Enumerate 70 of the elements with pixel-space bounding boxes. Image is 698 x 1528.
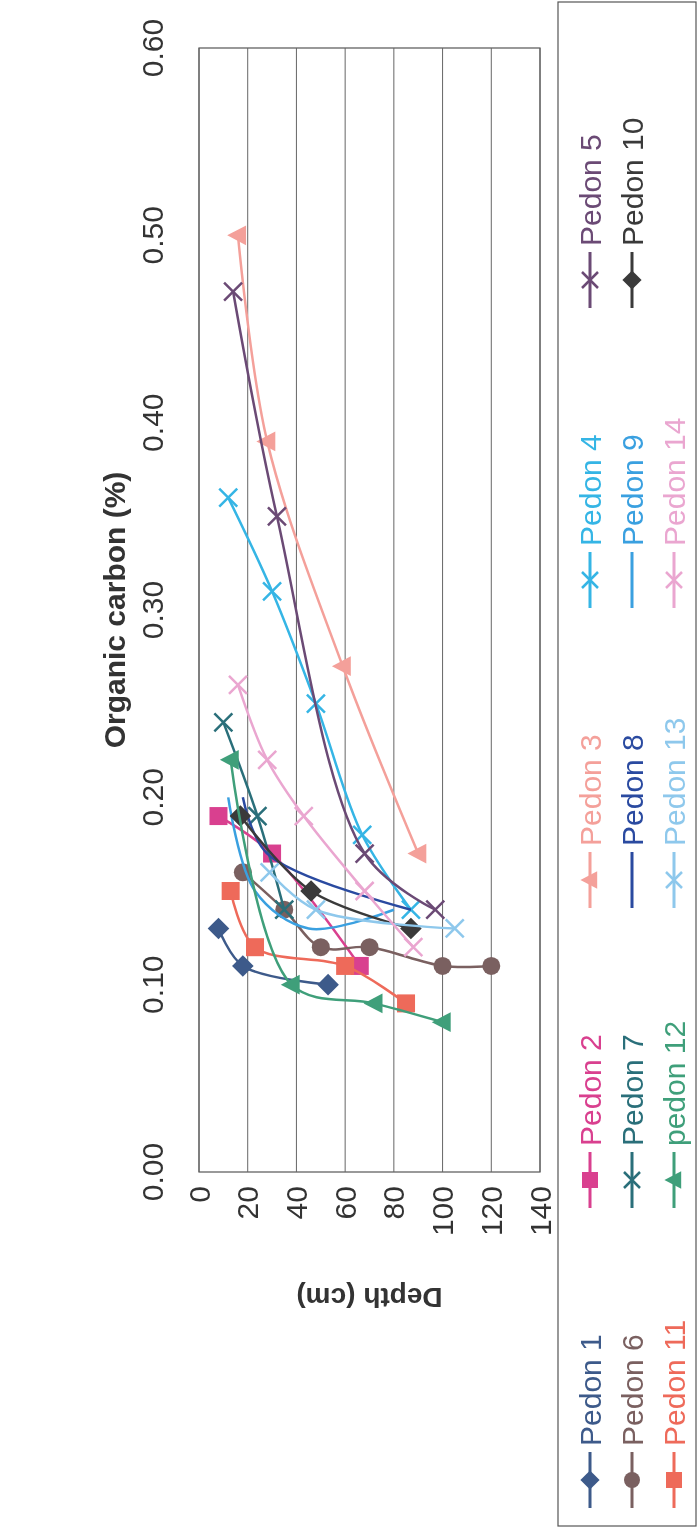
- y-tick-label: 0.10: [136, 955, 169, 1014]
- x-tick-label: 120: [474, 1186, 508, 1237]
- x-tick-label: 60: [328, 1186, 362, 1220]
- x-axis-title: Depth (cm): [296, 1282, 443, 1313]
- point: [311, 938, 330, 957]
- text: Pedon 9: [615, 434, 649, 546]
- text: Pedon 4: [573, 434, 607, 546]
- y-tick-label: 0.60: [136, 18, 169, 78]
- point: [222, 281, 244, 302]
- text: Pedon 1: [573, 1334, 607, 1446]
- x-tick-label: 20: [231, 1186, 265, 1220]
- point: [261, 581, 283, 602]
- point: [431, 1012, 451, 1033]
- point: [227, 674, 249, 696]
- point: [209, 807, 228, 826]
- text: Pedon 6: [615, 1334, 649, 1446]
- y-tick-label: 0.20: [136, 768, 169, 827]
- point: [221, 882, 240, 900]
- point: [331, 656, 351, 677]
- y-axis-title: Organic carbon (%): [98, 471, 131, 749]
- point: [256, 749, 278, 771]
- point: [293, 805, 314, 827]
- y-tick-label: 0.40: [136, 393, 169, 452]
- point: [227, 225, 247, 246]
- x-tick-label: 40: [279, 1186, 313, 1220]
- point: [433, 956, 452, 975]
- point: [280, 974, 300, 995]
- text: Pedon 13: [657, 717, 691, 846]
- text: Pedon 5: [573, 134, 607, 246]
- point: [300, 880, 322, 902]
- point: [354, 843, 375, 864]
- x-tick-label: 80: [377, 1186, 411, 1220]
- text: Pedon 2: [573, 1034, 607, 1146]
- y-tick-label: 0.30: [136, 580, 169, 640]
- point: [444, 918, 465, 939]
- point: [207, 917, 230, 940]
- point: [213, 712, 234, 733]
- point: [256, 431, 276, 452]
- text: Pedon 14: [657, 417, 691, 546]
- point: [246, 938, 265, 957]
- point: [407, 843, 427, 864]
- x-tick-label: 0: [182, 1186, 216, 1203]
- point: [305, 899, 327, 920]
- point: [403, 936, 424, 958]
- point: [351, 824, 373, 846]
- point: [360, 938, 379, 957]
- point: [232, 955, 254, 977]
- x-tick-label: 140: [523, 1186, 557, 1237]
- x-tick-label: 100: [426, 1186, 460, 1237]
- point: [336, 956, 355, 975]
- line-series: [226, 796, 396, 931]
- text: Pedon 8: [615, 734, 649, 846]
- text: Pedon 3: [573, 734, 607, 846]
- point: [354, 880, 375, 902]
- y-tick-label: 0.00: [136, 1142, 169, 1202]
- point: [317, 973, 339, 996]
- point: [266, 506, 288, 527]
- point: [482, 956, 501, 975]
- point: [397, 994, 416, 1013]
- point: [259, 862, 280, 883]
- point: [219, 749, 239, 770]
- text: Pedon 7: [615, 1034, 649, 1146]
- text: Pedon 11: [657, 1319, 691, 1446]
- text: pedon 12: [657, 1020, 691, 1146]
- text: Pedon 10: [615, 117, 649, 246]
- point: [247, 805, 268, 827]
- point: [425, 899, 446, 920]
- point: [217, 487, 239, 508]
- y-tick-label: 0.50: [136, 206, 169, 265]
- point: [363, 993, 383, 1014]
